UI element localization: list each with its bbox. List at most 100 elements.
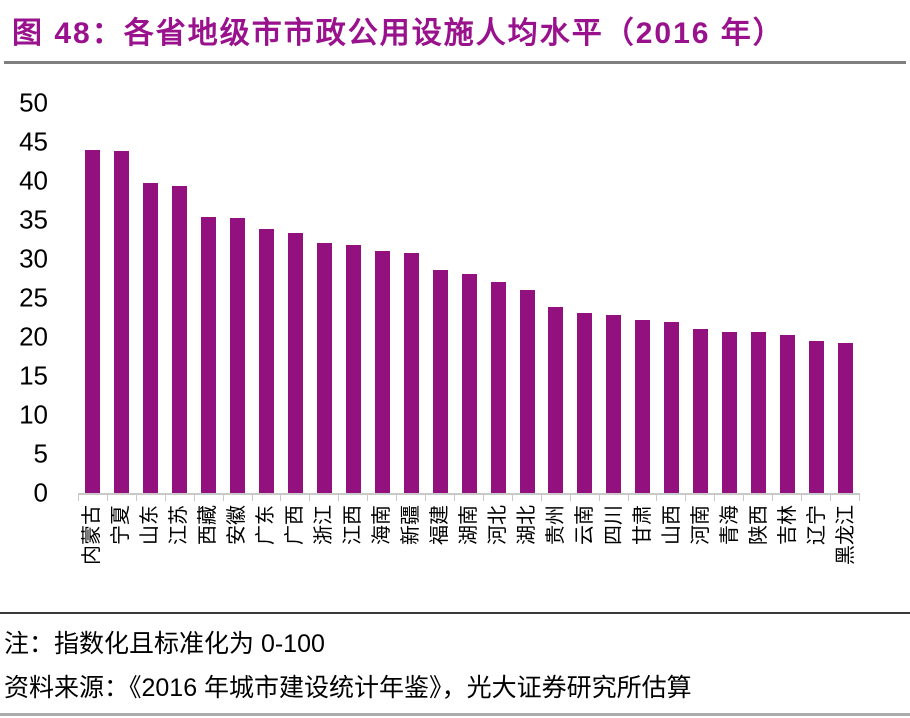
x-tick-mark (744, 495, 774, 501)
bar (142, 182, 158, 493)
bar (693, 329, 709, 493)
x-tick-mark (426, 495, 455, 501)
y-tick-label: 0 (33, 477, 48, 508)
x-label-slot: 甘肃 (628, 505, 657, 617)
bar-slot (136, 103, 165, 493)
bar (606, 315, 622, 493)
bar (838, 343, 854, 493)
bar-slot (426, 103, 455, 493)
x-tick-label: 四川 (602, 505, 625, 545)
bar-slot (773, 103, 802, 493)
x-tick-label: 江苏 (168, 505, 191, 545)
x-tick-mark (195, 495, 224, 501)
x-tick-label: 新疆 (400, 505, 423, 545)
x-tick-mark (715, 495, 745, 501)
bar (113, 151, 129, 493)
x-label-slot: 四川 (599, 505, 628, 617)
x-tick-mark (455, 495, 484, 501)
bar (200, 216, 216, 493)
x-tick-mark (224, 495, 253, 501)
bar-slot (194, 103, 223, 493)
y-tick-label: 35 (19, 204, 48, 235)
y-tick-label: 20 (19, 321, 48, 352)
bar (432, 269, 448, 493)
bar-slot (484, 103, 513, 493)
x-tick-label: 青海 (718, 505, 741, 545)
x-tick-label: 广东 (255, 505, 278, 545)
bar-slot (686, 103, 715, 493)
bar-slot (281, 103, 310, 493)
bar (316, 242, 332, 493)
bar-slot (831, 103, 860, 493)
x-tick-label: 河北 (487, 505, 510, 545)
x-label-slot: 河南 (686, 505, 715, 617)
x-label-slot: 山西 (657, 505, 686, 617)
bar-chart: 50 45 40 35 30 25 20 15 10 5 0 内蒙古 宁夏 山东 江苏 西藏 安徽 广东 广西 浙江… (0, 88, 860, 565)
bar-slot (252, 103, 281, 493)
bar (751, 332, 767, 493)
x-tick-label: 黑龙江 (834, 505, 857, 565)
bar (461, 273, 477, 493)
x-label-slot: 江西 (339, 505, 368, 617)
chart-note: 注：指数化且标准化为 0-100 (4, 630, 325, 658)
bar (780, 334, 796, 493)
x-tick-mark (802, 495, 831, 501)
x-tick-mark (657, 495, 687, 501)
x-tick-label: 西藏 (197, 505, 220, 545)
x-label-slot: 福建 (426, 505, 455, 617)
x-tick-mark (397, 495, 427, 501)
x-tick-label: 福建 (429, 505, 452, 545)
x-tick-mark (571, 495, 600, 501)
x-tick-label: 内蒙古 (81, 505, 104, 565)
bar-slot (78, 103, 107, 493)
bar-slot (513, 103, 542, 493)
bar (635, 319, 651, 493)
y-tick-label: 25 (19, 282, 48, 313)
x-label-slot: 辽宁 (802, 505, 831, 617)
y-tick-label: 5 (33, 438, 48, 469)
x-label-slot: 海南 (368, 505, 397, 617)
bar-slot (802, 103, 831, 493)
x-tick-label: 河南 (689, 505, 712, 545)
bar (722, 331, 738, 493)
x-label-slot: 内蒙古 (78, 505, 107, 617)
bar (84, 149, 100, 493)
x-tick-mark (600, 495, 629, 501)
x-tick-label: 湖北 (516, 505, 539, 545)
x-label-slot: 青海 (715, 505, 744, 617)
bar (403, 252, 419, 493)
chart-source: 资料来源：《2016 年城市建设统计年鉴》，光大证券研究所估算 (4, 674, 692, 702)
x-label-slot: 黑龙江 (831, 505, 860, 617)
bar-slot (715, 103, 744, 493)
y-tick-label: 10 (19, 399, 48, 430)
x-label-slot: 江苏 (165, 505, 194, 617)
bar-slot (455, 103, 484, 493)
y-axis: 50 45 40 35 30 25 20 15 10 5 0 (0, 88, 50, 508)
plot-area (78, 103, 860, 493)
note-divider (0, 612, 910, 614)
x-tick-mark (281, 495, 311, 501)
x-tick-label: 山东 (139, 505, 162, 545)
bar (287, 232, 303, 493)
bar (809, 340, 825, 493)
x-tick-label: 贵州 (544, 505, 567, 545)
x-tick-mark (773, 495, 803, 501)
figure-title: 图 48：各省地级市市政公用设施人均水平（2016 年） (12, 17, 785, 50)
x-tick-label: 云南 (573, 505, 596, 545)
x-tick-mark (137, 495, 166, 501)
x-tick-mark (253, 495, 282, 501)
x-tick-label: 海南 (371, 505, 394, 545)
x-tick-mark (310, 495, 340, 501)
bar (490, 281, 506, 493)
x-tick-label: 浙江 (313, 505, 336, 545)
bar-slot (107, 103, 136, 493)
bar (374, 251, 390, 493)
bar-slot (397, 103, 426, 493)
bar (519, 290, 535, 493)
x-label-slot: 浙江 (310, 505, 339, 617)
x-tick-label: 宁夏 (110, 505, 133, 545)
x-tick-mark (108, 495, 137, 501)
x-label-slot: 新疆 (397, 505, 426, 617)
x-tick-label: 江西 (342, 505, 365, 545)
y-tick-label: 15 (19, 360, 48, 391)
